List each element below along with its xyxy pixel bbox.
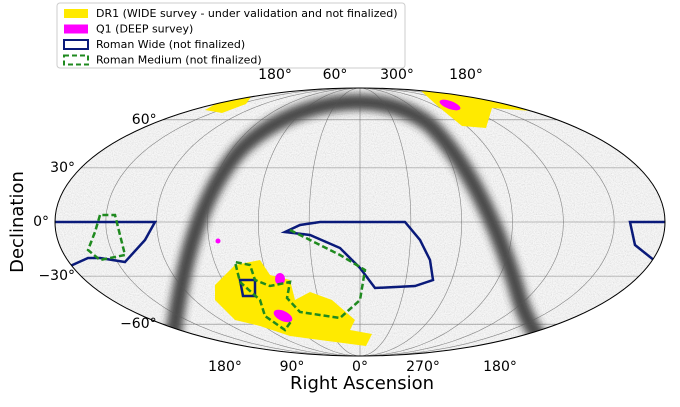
y-tick-label: −60°: [120, 316, 157, 332]
roman-medium: [86, 213, 367, 332]
roman-medium-region: [86, 213, 127, 262]
roman-wide: [55, 220, 665, 298]
legend-label: Q1 (DEEP survey): [96, 23, 193, 36]
legend-swatch: [64, 9, 88, 18]
legend-label: Roman Medium (not finalized): [96, 54, 262, 67]
q1-region: [273, 309, 293, 323]
top-label: 180°: [258, 67, 292, 83]
x-tick-label: 180°: [208, 359, 242, 375]
top-label: 300°: [380, 67, 414, 83]
legend: DR1 (WIDE survey - under validation and …: [56, 2, 406, 69]
x-tick-label: 180°: [483, 359, 517, 375]
roman-wide-region: [628, 220, 665, 266]
legend-swatch: [63, 39, 89, 50]
legend-swatch: [64, 24, 88, 34]
y-tick-label: −30°: [38, 268, 75, 284]
galactic-plane: [164, 94, 553, 352]
y-axis-label: Declination: [7, 171, 28, 273]
q1-region: [439, 99, 461, 111]
y-tick-label: 60°: [132, 112, 157, 128]
roman-wide-region: [55, 220, 158, 269]
y-tick-label: 30°: [50, 160, 75, 176]
x-tick-label: 270°: [406, 359, 440, 375]
sky-border: [54, 87, 666, 357]
roman-wide-region: [280, 220, 435, 290]
q1-region: [275, 273, 285, 285]
roman-medium-region: [233, 228, 367, 332]
legend-box: [56, 2, 406, 69]
y-tick-label: 0°: [33, 214, 49, 230]
legend-label: DR1 (WIDE survey - under validation and …: [96, 7, 398, 20]
top-label: 60°: [323, 67, 348, 83]
q1-region: [215, 238, 221, 244]
legend-label: Roman Wide (not finalized): [96, 38, 245, 51]
x-tick-label: 0°: [352, 359, 368, 375]
top-label: 180°: [449, 67, 483, 83]
x-tick-label: 90°: [280, 359, 305, 375]
x-axis-label: Right Ascension: [290, 373, 434, 394]
legend-swatch: [63, 54, 89, 66]
